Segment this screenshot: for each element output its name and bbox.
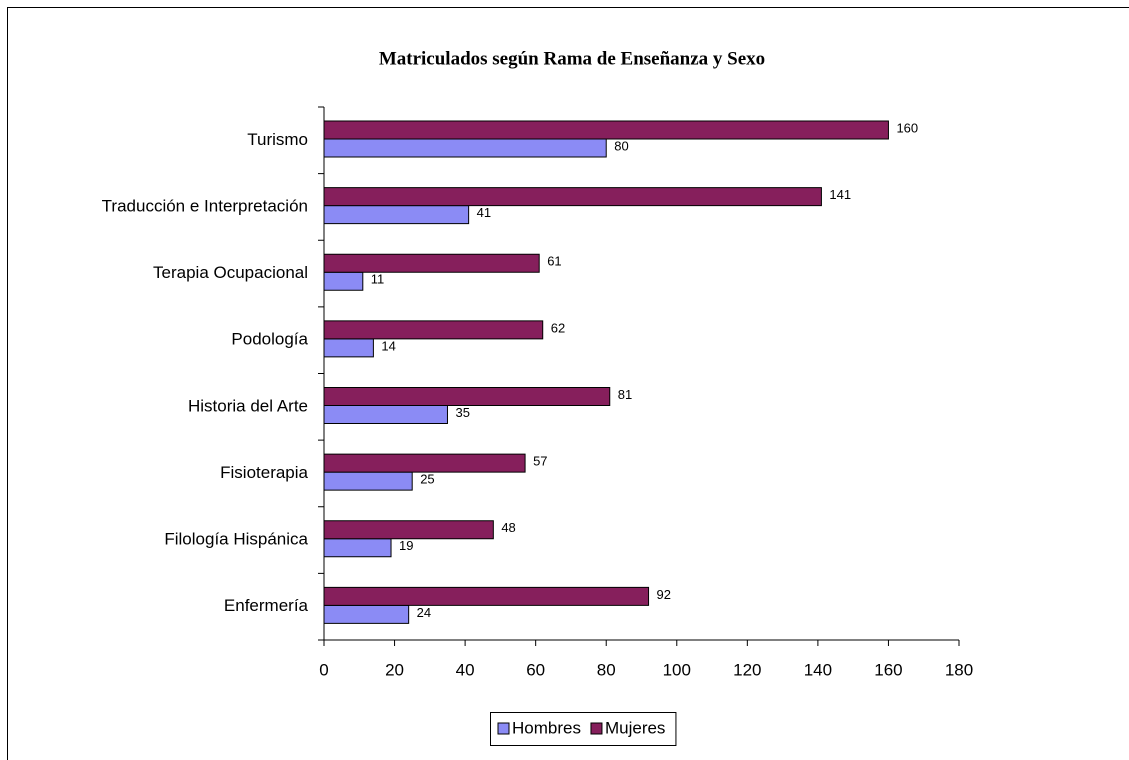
data-label: 48 [501,520,515,535]
x-tick-label: 180 [945,660,973,679]
data-label: 61 [547,254,561,269]
data-label: 24 [417,605,431,620]
data-label: 11 [371,272,385,287]
chart-frame [7,7,1129,760]
data-label: 41 [477,205,491,220]
data-label: 19 [399,538,413,553]
x-tick-label: 140 [804,660,832,679]
bar [323,271,364,291]
y-tick-label: Historia del Arte [188,396,308,415]
bar [323,387,611,406]
data-label: 25 [420,472,434,487]
y-tick-label: Turismo [247,130,308,149]
x-tick-label: 80 [597,660,616,679]
bar [323,604,410,624]
bar [323,586,650,606]
legend-label: Hombres [512,718,581,737]
data-label: 141 [829,187,851,202]
data-label: 62 [551,320,565,335]
data-label: 81 [618,387,632,402]
bar [323,338,374,358]
bar [323,253,540,273]
bar [323,405,448,424]
legend-swatch [497,722,510,735]
y-tick-label: Fisioterapia [220,463,308,482]
bar [323,538,392,558]
y-tick-label: Terapia Ocupacional [153,263,308,282]
legend [490,712,677,746]
data-label: 57 [533,454,547,469]
bar [323,187,822,207]
bar [323,520,494,540]
x-tick-label: 40 [456,660,475,679]
data-label: 92 [657,587,671,602]
data-label: 14 [381,338,395,353]
bar [323,471,413,491]
chart-title: Matriculados según Rama de Enseñanza y S… [379,48,765,69]
y-tick-label: Traducción e Interpretación [102,196,308,215]
bar [323,205,470,225]
y-tick-label: Filología Hispánica [164,530,308,549]
x-tick-label: 100 [663,660,691,679]
x-tick-label: 20 [385,660,404,679]
x-tick-label: 160 [874,660,902,679]
data-label: 35 [455,405,469,420]
data-label: 80 [614,138,628,153]
x-tick-label: 60 [526,660,545,679]
y-tick-label: Enfermería [224,596,309,615]
bar [323,320,544,340]
y-tick-label: Podología [231,330,308,349]
x-tick-label: 0 [319,660,328,679]
bar [323,138,607,158]
bar [323,453,526,473]
data-label: 160 [896,120,918,135]
legend-label: Mujeres [605,718,665,737]
legend-swatch [590,722,603,735]
x-tick-label: 120 [733,660,761,679]
bar [323,120,889,140]
